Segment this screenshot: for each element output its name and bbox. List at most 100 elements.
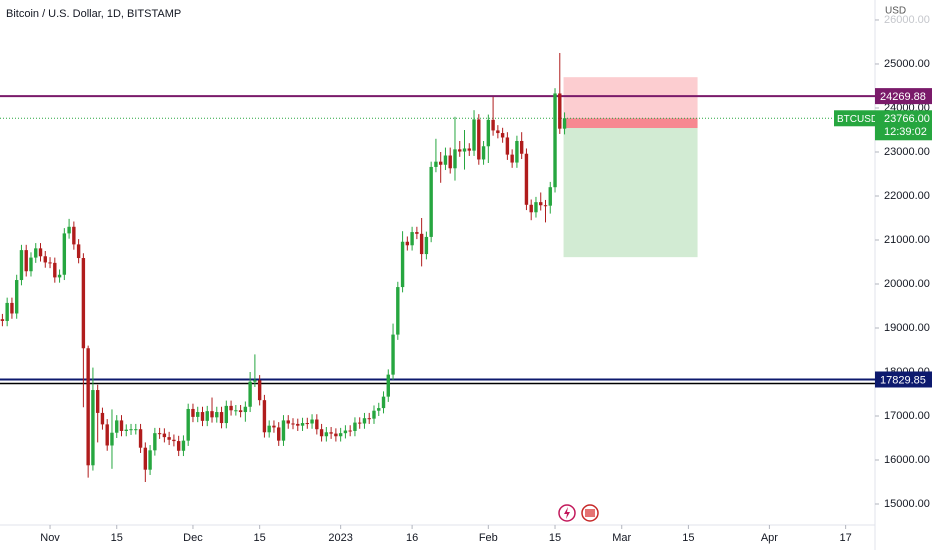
candle-body xyxy=(138,429,143,448)
candle-body xyxy=(95,390,100,413)
candle-body xyxy=(153,433,157,451)
icons xyxy=(558,504,599,522)
level-label-box xyxy=(875,88,932,105)
candle-body xyxy=(434,161,438,167)
candle-body xyxy=(215,412,219,418)
target-zone xyxy=(563,128,698,258)
candle-body xyxy=(48,262,52,264)
candle-body xyxy=(386,374,390,397)
candle-body xyxy=(491,119,495,131)
candle-body xyxy=(219,412,224,424)
candle-body xyxy=(229,405,233,411)
candle-body xyxy=(272,425,276,428)
candle-body xyxy=(238,410,243,413)
candle-body xyxy=(76,244,81,259)
candle-body xyxy=(172,439,176,442)
candle-body xyxy=(305,423,309,425)
candle-body xyxy=(348,430,352,432)
x-tick-label: 15 xyxy=(549,532,561,544)
candle-body xyxy=(0,319,5,321)
candle-body xyxy=(243,406,248,413)
candle-body xyxy=(119,420,124,431)
candle-body xyxy=(34,248,38,258)
candle-body xyxy=(319,429,324,437)
y-tick-label: 23000.00 xyxy=(884,146,930,158)
candle-body xyxy=(181,440,186,451)
x-tick-label: Dec xyxy=(183,532,203,544)
candle-body xyxy=(205,411,209,421)
candle-body xyxy=(496,130,500,134)
candle-body xyxy=(19,250,24,281)
candle-body xyxy=(224,405,229,424)
candle-body xyxy=(372,410,376,419)
candle-body xyxy=(539,202,543,206)
candle-body xyxy=(167,437,171,440)
candle-body xyxy=(453,149,457,169)
x-tick-label: Feb xyxy=(479,532,498,544)
level-label: 17829.85 xyxy=(880,374,926,386)
candle-body xyxy=(396,287,400,335)
candle-body xyxy=(43,256,47,263)
symbol-label: BTCUSD xyxy=(837,114,878,125)
candle-body xyxy=(10,302,14,314)
candle-body xyxy=(5,302,9,321)
candle-body xyxy=(467,148,471,151)
candle-body xyxy=(486,119,491,147)
candle-body xyxy=(62,233,67,275)
candle-body xyxy=(519,140,524,154)
candle-body xyxy=(529,204,533,213)
candle-body xyxy=(405,241,410,246)
candle-body xyxy=(481,146,486,160)
y-tick-label: 25000.00 xyxy=(884,58,930,70)
candle-body xyxy=(286,420,290,424)
candle-body xyxy=(553,93,557,188)
event-icon-bolt xyxy=(564,507,570,519)
y-tick-label: 16000.00 xyxy=(884,454,930,466)
candle-body xyxy=(458,149,462,152)
x-tick-label: Nov xyxy=(40,532,60,544)
candle-body xyxy=(24,250,28,272)
candle-body xyxy=(472,119,476,151)
last-price-box xyxy=(875,110,932,141)
candle-body xyxy=(334,433,338,437)
candle-body xyxy=(362,418,367,424)
candle-body xyxy=(315,419,319,430)
plot xyxy=(0,52,875,483)
y-tick-label: 21000.00 xyxy=(884,234,930,246)
candle-body xyxy=(115,420,119,433)
candle-body xyxy=(210,411,214,418)
candle-body xyxy=(500,133,505,138)
candle-body xyxy=(562,118,567,129)
candle-body xyxy=(124,429,128,431)
candle-body xyxy=(67,226,71,234)
candle-body xyxy=(162,433,167,438)
candle-body xyxy=(253,380,257,382)
candle-body xyxy=(72,226,76,245)
candle-body xyxy=(415,232,419,234)
candle-body xyxy=(367,418,371,420)
candle-body xyxy=(157,433,162,435)
candle-body xyxy=(548,187,552,206)
candle-body xyxy=(338,433,343,437)
candle-body xyxy=(534,202,538,213)
x-tick-label: 15 xyxy=(682,532,694,544)
y-tick-label: 26000.00 xyxy=(884,14,930,26)
candle-body xyxy=(143,447,148,470)
candle-body xyxy=(234,410,238,412)
candle-body xyxy=(257,380,262,401)
candle-body xyxy=(343,430,348,434)
candle-body xyxy=(186,408,190,441)
y-tick-label: 15000.00 xyxy=(884,498,930,510)
candle-body xyxy=(443,155,448,165)
candle-body xyxy=(57,274,62,278)
x-tick-label: 2023 xyxy=(328,532,352,544)
candle-body xyxy=(296,423,300,426)
candle-body xyxy=(429,166,433,237)
candle-body xyxy=(291,423,295,425)
last-price-label: 23766.00 xyxy=(884,113,930,125)
event-icon-flag xyxy=(585,509,595,517)
candle-body xyxy=(424,236,429,255)
candle-body xyxy=(462,148,467,152)
